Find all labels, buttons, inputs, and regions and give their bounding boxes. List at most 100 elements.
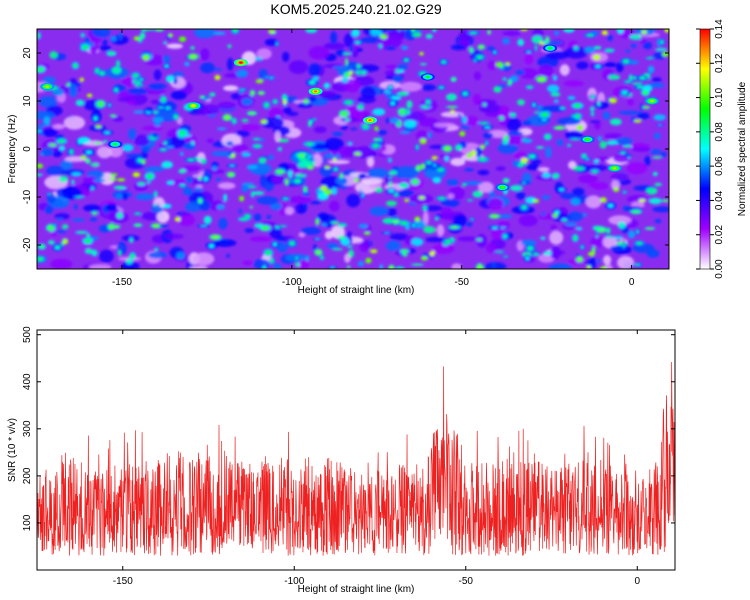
heatmap-cell — [111, 114, 115, 117]
heatmap-cell — [108, 103, 111, 107]
heatmap-cell — [154, 111, 158, 114]
y-tick-label: 100 — [22, 514, 33, 531]
snr-series-line — [37, 361, 675, 556]
heatmap-cell — [161, 97, 166, 102]
heatmap-cell — [638, 198, 646, 203]
heatmap-cell — [117, 178, 126, 182]
heatmap-cell — [308, 96, 317, 102]
colorbar-tick-label: 0.10 — [714, 87, 725, 107]
heatmap-cell — [361, 193, 364, 198]
heatmap-cell — [218, 217, 228, 230]
heatmap-cell — [423, 226, 436, 234]
heatmap-cell — [450, 44, 466, 51]
x-tick-label: 0 — [629, 277, 635, 288]
heatmap-cell — [412, 29, 415, 32]
heatmap-cell — [313, 126, 327, 134]
y-tick-label: -20 — [22, 237, 33, 252]
heatmap-cell — [104, 131, 111, 135]
heatmap-cell — [647, 57, 653, 59]
heatmap-cell — [285, 206, 295, 215]
heatmap-cell — [50, 144, 56, 146]
heatmap-cell — [469, 31, 477, 35]
heatmap-cell — [304, 202, 308, 211]
heatmap-cell — [37, 256, 44, 262]
heatmap-cell — [388, 189, 395, 193]
heatmap-cell — [252, 191, 265, 196]
heatmap-cell — [93, 178, 106, 183]
heatmap-cell — [256, 48, 272, 60]
heatmap-cell — [305, 255, 310, 262]
heatmap-cell — [652, 206, 669, 213]
colorbar-tick-label: 0.00 — [714, 259, 725, 279]
heatmap-cell — [135, 212, 140, 215]
heatmap-cell — [242, 260, 254, 266]
heatmap-cell — [335, 49, 346, 57]
heatmap-cell — [148, 251, 168, 259]
heatmap-cell — [358, 64, 380, 72]
heatmap-cell — [517, 38, 525, 47]
heatmap-cell — [330, 266, 335, 269]
heatmap-cell — [251, 91, 254, 95]
heatmap-cell — [324, 165, 331, 169]
x-tick-label: 0 — [634, 576, 640, 587]
heatmap-cell — [587, 251, 596, 257]
heatmap-cell — [538, 253, 555, 263]
heatmap-cell — [497, 143, 518, 154]
heatmap-cell — [502, 30, 521, 36]
heatmap-cell — [122, 143, 134, 152]
heatmap-hotspot — [45, 85, 49, 88]
heatmap-cell — [264, 102, 269, 108]
heatmap-cell — [223, 193, 228, 202]
heatmap-cell — [104, 140, 107, 143]
heatmap-cell — [580, 245, 584, 249]
heatmap-cell — [385, 117, 390, 124]
heatmap-cell — [216, 127, 227, 130]
heatmap-cell — [359, 190, 362, 194]
heatmap-cell — [592, 170, 598, 173]
heatmap-cell — [111, 66, 122, 75]
heatmap-cell — [575, 254, 580, 257]
heatmap-cell — [182, 133, 192, 137]
heatmap-cell — [370, 29, 380, 37]
heatmap-cell — [253, 258, 270, 269]
heatmap-cell — [428, 166, 438, 169]
heatmap-cell — [383, 90, 392, 94]
heatmap-cell — [387, 158, 393, 163]
heatmap-cell — [646, 249, 660, 258]
heatmap-cell — [329, 200, 340, 212]
heatmap-cell — [567, 211, 583, 222]
heatmap-cell — [538, 167, 550, 172]
heatmap-cell — [89, 217, 98, 222]
heatmap-cell — [582, 213, 587, 217]
heatmap-cell — [201, 104, 220, 116]
heatmap-cell — [316, 219, 319, 224]
heatmap-cell — [457, 113, 462, 117]
heatmap-cell — [642, 90, 648, 95]
heatmap-cell — [503, 78, 506, 81]
heatmap-cell — [421, 84, 436, 91]
heatmap-cell — [506, 118, 522, 132]
heatmap-cell — [394, 166, 419, 180]
colorbar-bar — [699, 28, 711, 270]
heatmap-cell — [97, 101, 104, 107]
heatmap-cell — [418, 195, 426, 200]
heatmap-cell — [438, 197, 445, 200]
heatmap-cell — [341, 77, 349, 83]
x-tick-label: -100 — [282, 277, 302, 288]
heatmap-hotspot — [500, 186, 505, 189]
heatmap-cell — [96, 146, 113, 159]
heatmap-cell — [42, 128, 58, 138]
heatmap-cell — [265, 250, 272, 255]
heatmap-cell — [555, 126, 564, 130]
heatmap-cell — [505, 62, 511, 66]
heatmap-cell — [487, 60, 497, 71]
heatmap-cell — [526, 50, 532, 53]
heatmap-cell — [404, 198, 409, 202]
heatmap-cell — [399, 131, 411, 134]
heatmap-cell — [508, 80, 512, 85]
heatmap-cell — [389, 266, 394, 269]
heatmap-cell — [531, 35, 544, 44]
heatmap-cell — [270, 258, 274, 263]
heatmap-cell — [600, 266, 607, 269]
heatmap-cell — [420, 163, 425, 170]
